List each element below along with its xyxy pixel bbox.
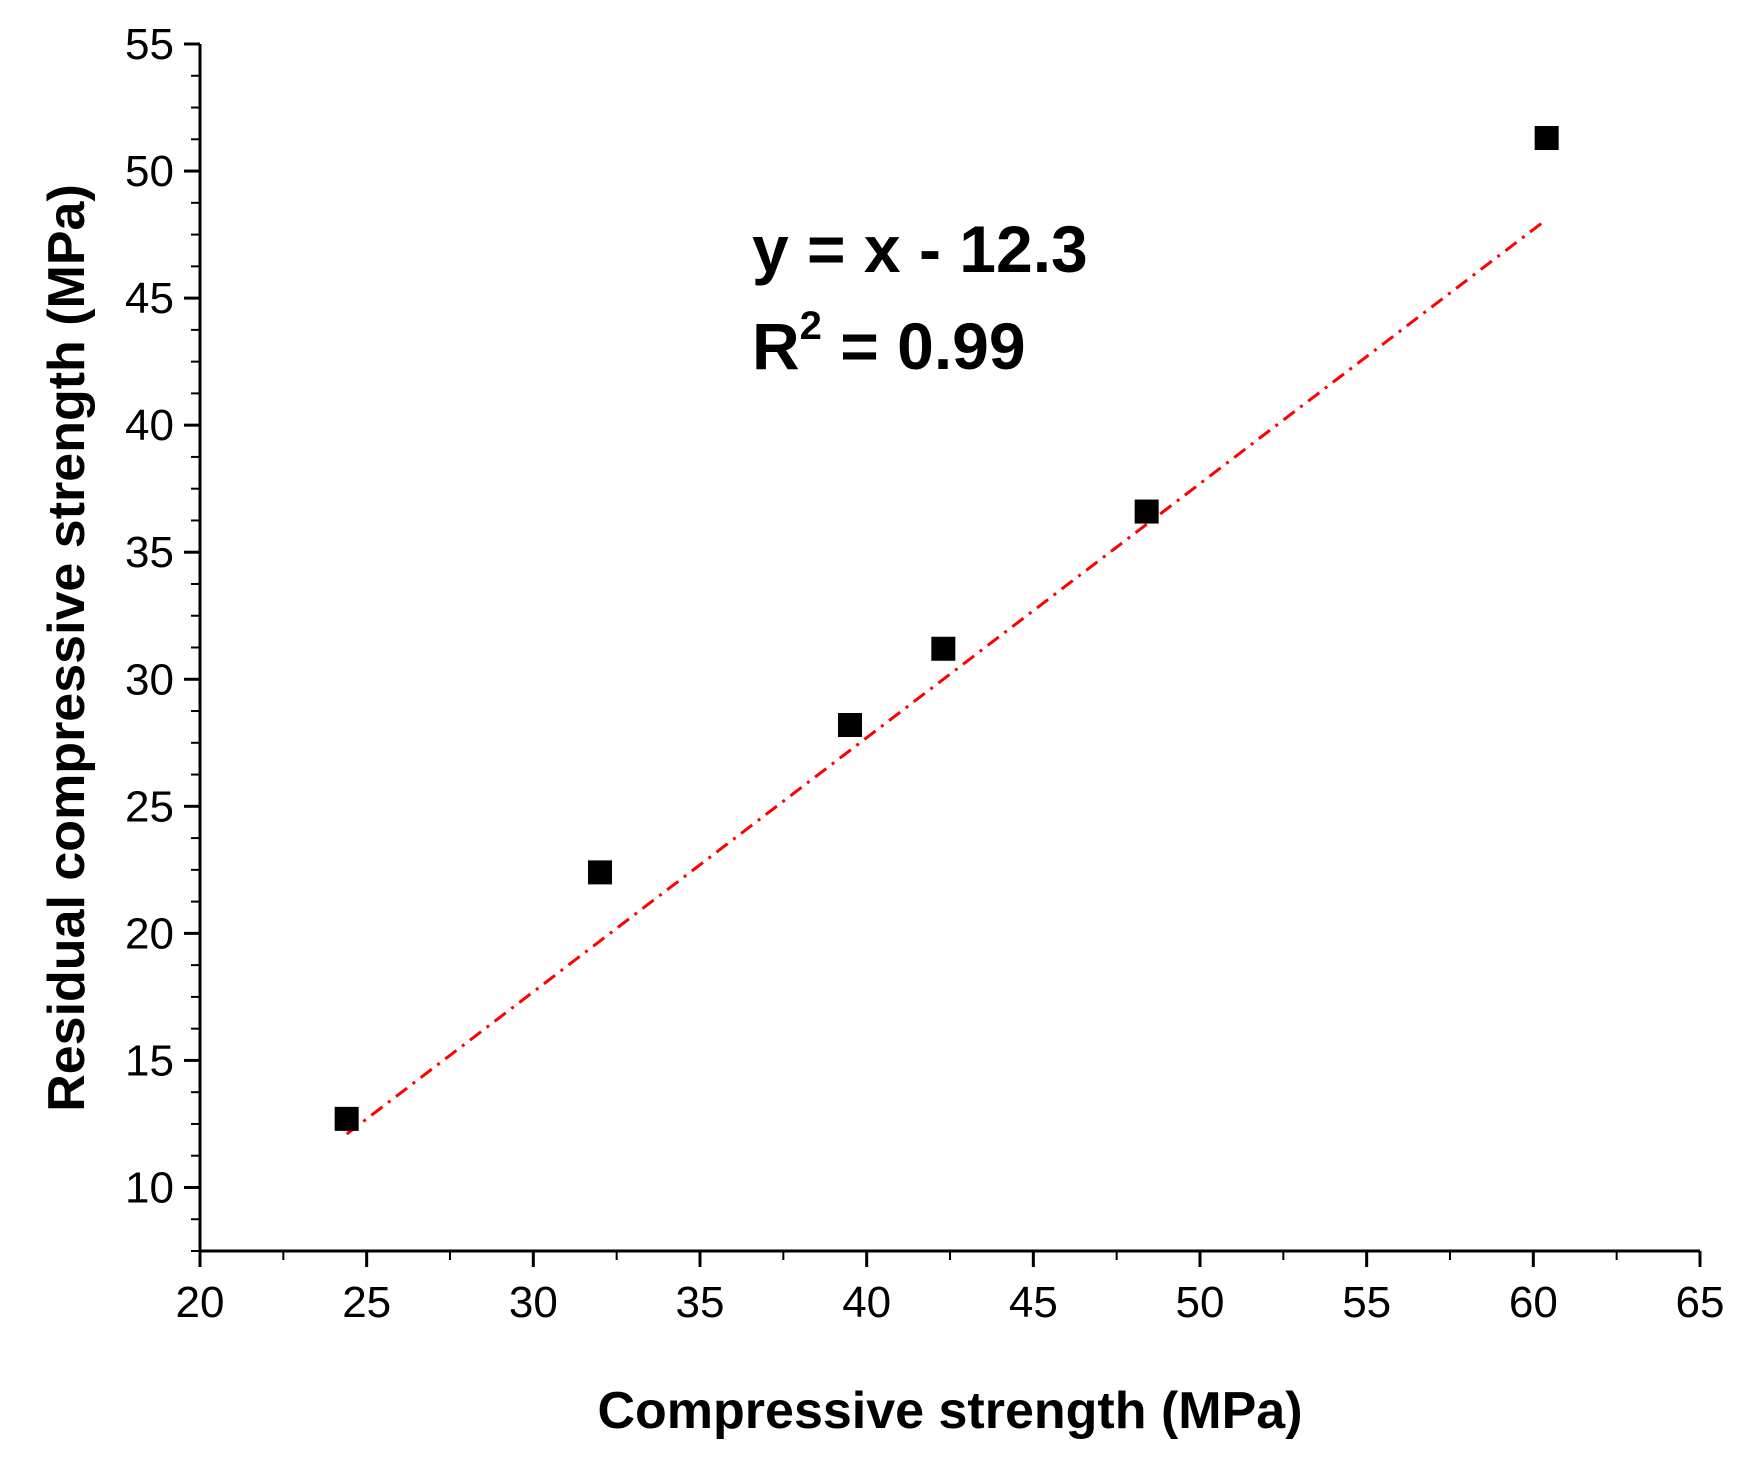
r-squared-prefix: R [752,309,800,383]
x-tick-label: 65 [1676,1278,1725,1327]
x-tick-label: 60 [1509,1278,1558,1327]
data-point [588,860,612,885]
x-ticks: 20 25 30 35 40 45 50 55 60 65 [176,1251,1725,1327]
y-tick-label: 30 [125,655,174,704]
x-tick-label: 25 [342,1278,391,1327]
data-point [1534,126,1559,151]
y-tick-label: 50 [125,147,174,196]
r-squared-annotation: R2 = 0.99 [752,304,1026,383]
y-tick-label: 15 [125,1036,174,1085]
y-tick-label: 45 [125,274,174,323]
data-point [334,1106,359,1131]
data-points [334,126,1559,1131]
y-tick-label: 10 [125,1163,174,1212]
data-point [931,636,956,661]
r-squared-superscript: 2 [800,304,822,348]
y-tick-label: 35 [125,528,174,577]
x-axis-title: Compressive strength (MPa) [597,1382,1302,1440]
fit-line [345,218,1548,1136]
r-squared-value: = 0.99 [822,309,1026,383]
y-tick-label: 20 [125,909,174,958]
y-tick-label: 55 [125,20,174,69]
equation-annotation: y = x - 12.3 [752,212,1088,286]
x-tick-label: 55 [1342,1278,1391,1327]
x-tick-label: 50 [1176,1278,1225,1327]
y-ticks: 10 15 20 25 30 35 40 45 50 55 [125,20,200,1252]
x-tick-label: 45 [1009,1278,1058,1327]
y-tick-label: 40 [125,401,174,450]
x-tick-label: 20 [176,1278,225,1327]
y-axis-title: Residual compressive strength (MPa) [38,184,96,1112]
x-tick-label: 35 [676,1278,725,1327]
y-tick-label: 25 [125,782,174,831]
x-tick-label: 30 [509,1278,558,1327]
data-point [838,713,862,738]
x-tick-label: 40 [842,1278,891,1327]
fit-line-group [345,218,1548,1136]
data-point [1134,499,1159,524]
